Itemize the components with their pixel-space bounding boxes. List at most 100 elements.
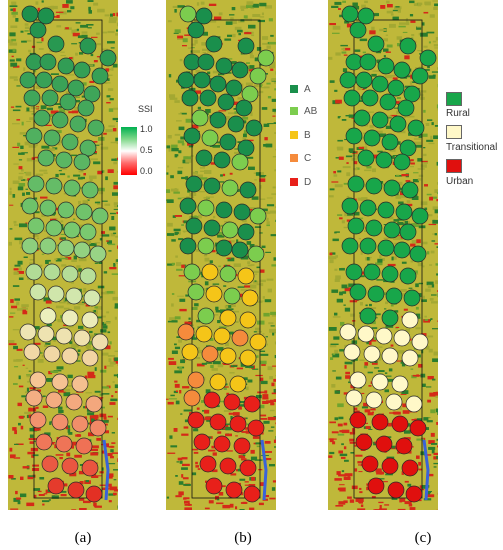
land-cover-patch: [261, 12, 264, 16]
land-cover-patch: [71, 259, 77, 262]
land-cover-patch: [364, 409, 371, 413]
land-cover-patch: [265, 251, 271, 253]
sample-site-circle: [381, 457, 399, 475]
land-cover-patch: [392, 16, 399, 21]
land-cover-patch: [35, 143, 38, 147]
caption-b: (b): [234, 530, 252, 546]
land-cover-patch: [11, 305, 18, 309]
class-legend-item-ab: AB: [290, 104, 317, 118]
land-cover-patch: [212, 145, 220, 148]
sample-site-circle: [61, 133, 79, 151]
land-cover-patch: [23, 67, 26, 71]
land-cover-patch: [437, 445, 438, 448]
sample-site-circle: [401, 311, 419, 329]
land-cover-patch: [113, 263, 116, 267]
land-cover-patch: [24, 26, 30, 29]
land-cover-patch: [368, 341, 372, 345]
sample-site-circle: [343, 343, 361, 361]
sample-site-circle: [199, 89, 217, 107]
land-cover-patch: [403, 116, 407, 118]
land-cover-patch: [112, 296, 118, 301]
land-cover-patch: [218, 181, 225, 183]
land-cover-patch: [12, 48, 16, 52]
land-cover-patch: [262, 394, 269, 398]
land-cover-patch: [176, 262, 182, 267]
land-cover-patch: [110, 141, 118, 144]
land-cover-patch: [425, 123, 430, 126]
land-cover-patch: [109, 341, 112, 345]
land-cover-patch: [347, 476, 350, 479]
land-cover-patch: [179, 58, 183, 62]
land-cover-patch: [117, 171, 118, 173]
class-label: C: [304, 152, 312, 164]
land-cover-patch: [11, 11, 18, 15]
map-panel-b: [166, 0, 276, 510]
land-cover-patch: [28, 49, 31, 53]
land-cover-patch: [394, 242, 400, 245]
land-cover-patch: [387, 216, 394, 220]
land-cover-patch: [357, 461, 364, 464]
sample-site-circle: [389, 115, 407, 133]
land-cover-patch: [242, 137, 247, 140]
land-cover-patch: [105, 176, 108, 181]
sample-site-circle: [239, 349, 257, 367]
land-cover-patch: [198, 214, 202, 219]
land-cover-patch: [184, 504, 192, 506]
land-cover-patch: [207, 51, 214, 53]
land-cover-patch: [26, 374, 32, 378]
land-cover-patch: [18, 152, 25, 155]
land-cover-patch: [357, 275, 365, 278]
sample-site-circle: [79, 139, 97, 157]
land-cover-patch: [194, 90, 201, 94]
land-cover-patch: [373, 313, 381, 316]
land-cover-patch: [77, 35, 84, 39]
land-cover-patch: [348, 114, 354, 118]
land-cover-patch: [242, 218, 247, 223]
sample-site-circle: [197, 237, 215, 255]
land-cover-patch: [341, 284, 349, 289]
land-cover-patch: [181, 457, 188, 460]
land-cover-patch: [338, 474, 346, 477]
sample-site-circle: [67, 79, 85, 97]
land-cover-patch: [17, 142, 21, 147]
land-cover-patch: [114, 303, 118, 308]
sample-site-circle: [371, 373, 389, 391]
land-cover-patch: [266, 221, 270, 225]
land-cover-patch: [400, 393, 407, 395]
land-cover-patch: [430, 409, 436, 414]
land-cover-patch: [87, 334, 96, 339]
land-cover-patch: [357, 197, 364, 201]
sample-site-circle: [91, 207, 109, 225]
land-cover-patch: [166, 398, 169, 400]
land-cover-patch: [415, 317, 421, 319]
land-cover-patch: [367, 371, 373, 374]
land-cover-patch: [264, 458, 272, 461]
land-cover-patch: [196, 319, 202, 323]
land-cover-patch: [431, 301, 438, 304]
land-cover-patch: [79, 481, 84, 485]
land-cover-patch: [228, 112, 236, 115]
land-cover-patch: [338, 8, 341, 10]
sample-site-circle: [399, 139, 417, 157]
land-cover-patch: [116, 120, 118, 122]
land-cover-patch: [267, 366, 273, 371]
sample-site-circle: [21, 197, 39, 215]
land-cover-patch: [208, 449, 216, 452]
land-cover-patch: [215, 306, 219, 311]
land-cover-patch: [85, 344, 91, 349]
land-cover-patch: [24, 23, 29, 26]
sample-site-circle: [377, 57, 395, 75]
land-cover-patch: [246, 241, 252, 245]
land-cover-patch: [178, 366, 183, 370]
sample-site-circle: [215, 239, 233, 257]
land-cover-patch: [250, 456, 258, 461]
land-cover-patch: [248, 207, 256, 209]
land-cover-patch: [99, 143, 103, 145]
land-cover-patch: [239, 401, 245, 404]
land-cover-patch: [329, 259, 334, 264]
land-cover-patch: [211, 249, 216, 253]
map-c: [328, 0, 438, 510]
land-cover-patch: [111, 273, 118, 275]
sample-site-circle: [55, 327, 73, 345]
land-cover-patch: [422, 133, 428, 137]
